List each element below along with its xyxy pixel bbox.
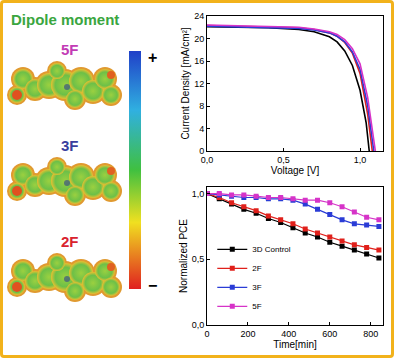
svg-text:1,0: 1,0 [192, 189, 205, 199]
svg-text:0,0: 0,0 [192, 320, 205, 330]
svg-text:3D Control: 3D Control [252, 245, 290, 254]
svg-text:16: 16 [194, 56, 204, 66]
svg-text:−: − [148, 277, 157, 294]
svg-text:+: + [148, 49, 157, 66]
svg-text:2F: 2F [61, 233, 79, 250]
svg-text:Voltage [V]: Voltage [V] [271, 165, 320, 176]
svg-text:8: 8 [199, 101, 204, 111]
svg-text:2F: 2F [252, 264, 261, 273]
svg-text:Current Density [mA/cm²]: Current Density [mA/cm²] [180, 27, 191, 139]
svg-text:200: 200 [240, 329, 255, 339]
svg-text:Dipole moment: Dipole moment [11, 11, 119, 28]
svg-text:Normalized PCE: Normalized PCE [178, 219, 189, 293]
svg-text:0: 0 [204, 329, 209, 339]
svg-text:800: 800 [363, 329, 378, 339]
svg-text:Time[min]: Time[min] [273, 339, 317, 350]
svg-text:5F: 5F [61, 41, 79, 58]
svg-text:4: 4 [199, 124, 204, 134]
svg-text:400: 400 [281, 329, 296, 339]
svg-text:600: 600 [322, 329, 337, 339]
svg-text:24: 24 [194, 11, 204, 21]
svg-text:12: 12 [194, 79, 204, 89]
svg-text:5F: 5F [252, 302, 261, 311]
svg-text:20: 20 [194, 34, 204, 44]
svg-text:1,0: 1,0 [354, 155, 367, 165]
svg-text:3F: 3F [252, 283, 261, 292]
svg-text:0,5: 0,5 [277, 155, 290, 165]
svg-text:3F: 3F [61, 137, 79, 154]
svg-text:0,0: 0,0 [201, 155, 214, 165]
svg-text:0,5: 0,5 [192, 254, 205, 264]
svg-text:0: 0 [199, 146, 204, 156]
